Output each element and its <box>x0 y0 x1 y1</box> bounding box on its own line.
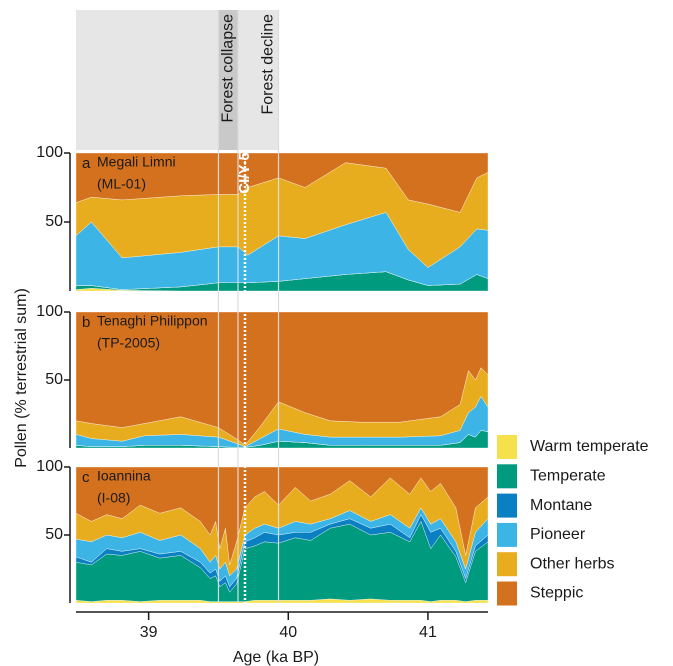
legend-swatch <box>497 552 517 577</box>
legend-label: Other herbs <box>530 555 614 572</box>
legend-label: Warm temperate <box>530 438 649 455</box>
shade-region <box>76 10 279 150</box>
area <box>75 152 489 213</box>
panel-letter: c <box>82 469 90 486</box>
y-tick-label: 50 <box>45 526 63 543</box>
panel-letter: a <box>82 155 91 172</box>
x-tick-label: 40 <box>279 624 297 641</box>
legend-swatch <box>497 493 517 518</box>
y-tick-label: 50 <box>45 213 63 230</box>
x-tick-label: 41 <box>419 624 437 641</box>
legend-label: Pioneer <box>530 526 586 543</box>
y-tick-label: 50 <box>45 371 63 388</box>
panel-subtitle: (ML-01) <box>97 176 146 192</box>
tephra-label: CI/Y-5 <box>236 152 253 194</box>
panel-title: Megali Limni <box>97 154 176 170</box>
panel <box>75 152 489 292</box>
y-tick-label: 100 <box>36 144 63 161</box>
event-label: Forest collapse <box>219 14 236 123</box>
legend-label: Temperate <box>530 468 606 485</box>
legend-swatch <box>497 435 517 459</box>
panel-title: Ioannina <box>97 468 151 484</box>
legend-swatch <box>497 581 517 606</box>
y-tick-label: 100 <box>36 458 63 475</box>
legend-label: Steppic <box>530 585 583 602</box>
legend-label: Montane <box>530 497 592 514</box>
panel-subtitle: (I-08) <box>97 490 130 506</box>
panel-title: Tenaghi Philippon <box>97 313 208 329</box>
panel-subtitle: (TP-2005) <box>97 335 160 351</box>
event-label: Forest decline <box>260 14 277 115</box>
x-tick-label: 39 <box>140 624 158 641</box>
area <box>75 311 489 446</box>
y-axis-label: Pollen (% terrestrial sum) <box>13 288 30 468</box>
legend-swatch <box>497 522 517 547</box>
panel <box>75 466 489 604</box>
y-tick-label: 100 <box>36 303 63 320</box>
event-band <box>218 10 239 150</box>
panel <box>75 311 489 449</box>
legend-swatch <box>497 464 517 489</box>
x-axis-label: Age (ka BP) <box>233 649 319 666</box>
panel-letter: b <box>82 314 90 331</box>
